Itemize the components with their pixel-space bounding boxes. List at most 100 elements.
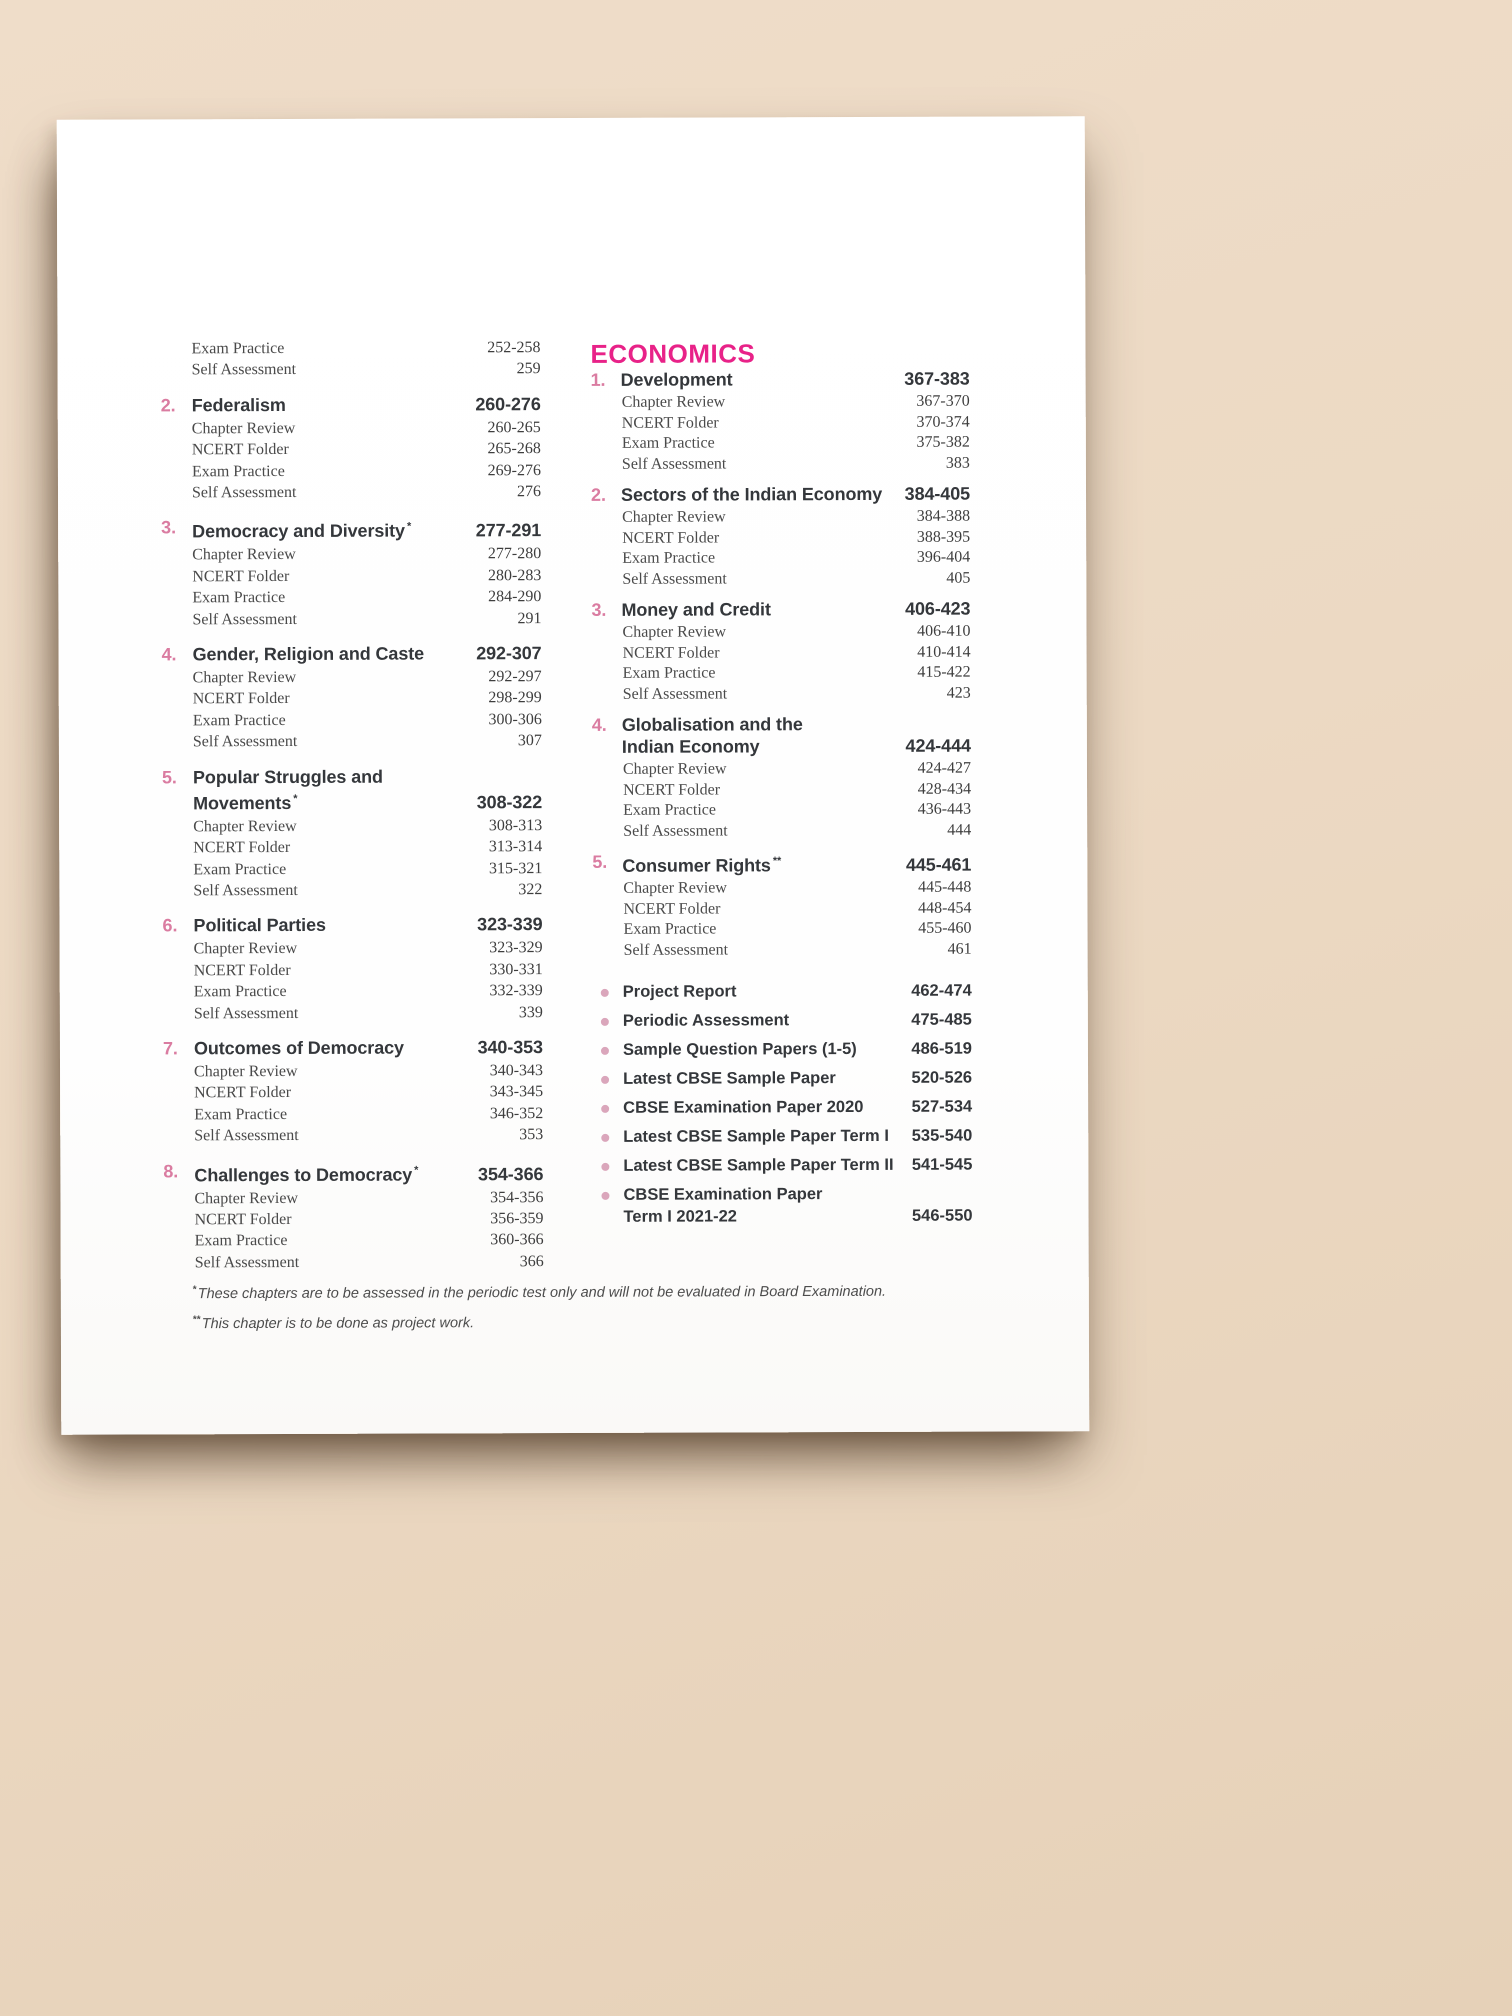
chapter-number: 6.: [162, 915, 178, 936]
toc-entry-label: Chapter Review: [621, 393, 726, 411]
toc-entry-pages: 356-359: [490, 1210, 544, 1228]
chapter-title: Democracy and Diversity *: [192, 516, 476, 543]
toc-entry-pages: 292-297: [488, 668, 542, 686]
chapter-title: Sectors of the Indian Economy: [621, 483, 905, 506]
toc-entry-pages: 428-434: [917, 780, 972, 798]
chapter-title: Gender, Religion and Caste: [193, 642, 477, 665]
chapter-title-text: Democracy and Diversity: [192, 521, 405, 542]
chapter-heading: 1. Development 367-383: [591, 368, 970, 391]
chapter-heading: 3. Democracy and Diversity * 277-291: [161, 516, 541, 543]
toc-entry-pages: 308-313: [488, 816, 543, 834]
toc-entry-label: Self Assessment: [193, 881, 298, 900]
section-heading-economics: ECONOMICS: [590, 338, 756, 369]
toc-entry: Chapter Review 354-356: [163, 1187, 543, 1210]
chapter-number: 3.: [161, 517, 176, 538]
toc-entry: NCERT Folder 298-299: [162, 688, 542, 711]
toc-entry-pages: 424-427: [917, 759, 972, 777]
chapter-number: 5.: [592, 851, 608, 872]
footnote-text: This chapter is to be done as project wo…: [201, 1315, 475, 1332]
chapter-heading: 6. Political Parties 323-339: [162, 913, 542, 936]
toc-entry-pages: 284-290: [488, 588, 542, 606]
chapter-number: 3.: [591, 599, 607, 620]
toc-entry-label: Chapter Review: [622, 623, 727, 641]
chapter-page-range: 384-405: [904, 483, 971, 504]
toc-entry-label: Chapter Review: [194, 1189, 299, 1207]
bullet-cell: [593, 1155, 623, 1177]
toc-entry: Chapter Review 384-388: [591, 507, 970, 529]
asterisk-marker: **: [192, 1314, 201, 1326]
toc-entry: NCERT Folder 356-359: [164, 1208, 544, 1231]
chapter-heading: 2. Sectors of the Indian Economy 384-405: [591, 483, 970, 506]
toc-entry-label: NCERT Folder: [622, 528, 720, 547]
toc-entry-pages: 343-345: [489, 1083, 544, 1101]
toc-entry-pages: 370-374: [916, 413, 970, 431]
bullet-icon: [600, 1046, 609, 1055]
toc-entry-pages: 315-321: [488, 859, 543, 877]
toc-entry-pages: 436-443: [917, 800, 972, 818]
bullet-cell: [593, 1068, 623, 1090]
supplementary-page-range: 541-545: [911, 1155, 973, 1174]
chapter-number: 1.: [590, 369, 606, 390]
toc-entry-label: NCERT Folder: [192, 567, 290, 586]
toc-entry: NCERT Folder 313-314: [162, 836, 542, 859]
toc-entry: Exam Practice 455-460: [593, 919, 972, 941]
toc-entry-label: Self Assessment: [623, 940, 729, 959]
toc-entry-pages: 276: [516, 483, 542, 501]
chapter-title-text: Consumer Rights: [622, 855, 771, 876]
supplementary-item: Sample Question Papers (1-5) 486-519: [593, 1038, 972, 1061]
toc-entry-pages: 360-366: [490, 1231, 544, 1249]
bullet-icon: [601, 1133, 610, 1142]
footnote-text: These chapters are to be assessed in the…: [197, 1283, 887, 1303]
chapter-number: 4.: [161, 644, 177, 665]
toc-entry-label: NCERT Folder: [191, 441, 289, 459]
toc-entry-pages: 330-331: [489, 960, 543, 979]
supplementary-label-line: Latest CBSE Sample Paper: [623, 1069, 836, 1088]
chapter-heading: 5. Popular Struggles and Movements * 308-322: [162, 765, 542, 814]
toc-entry: Self Assessment 383: [591, 453, 970, 475]
asterisk-marker: *: [293, 792, 298, 805]
toc-entry: Exam Practice 346-352: [163, 1103, 543, 1126]
toc-entry: NCERT Folder 280-283: [161, 565, 541, 588]
toc-entry-pages: 339: [518, 1003, 543, 1021]
toc-entry-pages: 410-414: [917, 643, 971, 661]
toc-entry-label: Exam Practice: [621, 434, 715, 452]
toc-entry-pages: 455-460: [918, 919, 972, 937]
toc-entry-pages: 405: [946, 569, 971, 587]
toc-entry-label: NCERT Folder: [194, 1084, 292, 1102]
chapter-page-range: 445-461: [905, 854, 972, 875]
toc-entry-pages: 415-422: [917, 663, 971, 681]
toc-entry: Exam Practice 360-366: [164, 1229, 544, 1252]
supplementary-label: CBSE Examination Paper Term I 2021-22: [623, 1183, 912, 1228]
toc-entry-label: Exam Practice: [193, 983, 287, 1001]
bullet-cell: [593, 981, 623, 1003]
toc-entry: Self Assessment 366: [164, 1251, 544, 1274]
toc-entry-pages: 396-404: [916, 548, 971, 566]
toc-entry: Exam Practice 300-306: [162, 709, 542, 732]
chapter-page-range: 260-276: [475, 393, 541, 415]
chapter-title: Challenges to Democracy *: [194, 1159, 478, 1186]
chapter-title-text: Movements: [193, 792, 292, 814]
chapter-title: Outcomes of Democracy: [194, 1036, 478, 1059]
asterisk-marker: **: [772, 855, 782, 868]
toc-entry-label: Exam Practice: [191, 340, 285, 358]
toc-entry: Exam Practice 436-443: [592, 800, 971, 822]
chapter-title-text: Federalism: [191, 394, 286, 416]
toc-entry: NCERT Folder 410-414: [592, 642, 971, 664]
supplementary-page-range: 527-534: [911, 1097, 973, 1116]
toc-entry-label: Chapter Review: [194, 1062, 298, 1081]
chapter-title: Federalism: [192, 393, 476, 416]
toc-entry-label: Self Assessment: [191, 361, 297, 379]
bullet-icon: [601, 1075, 610, 1084]
toc-column-left: Exam Practice 252-258 Self Assessment 259 2.…: [160, 337, 544, 1274]
toc-entry-label: Self Assessment: [622, 684, 728, 703]
toc-entry-pages: 375-382: [916, 433, 970, 451]
toc-entry-pages: 252-258: [487, 339, 541, 357]
chapter-heading: 3. Money and Credit 406-423: [591, 598, 970, 621]
chapter-heading: 8. Challenges to Democracy * 354-366: [163, 1159, 543, 1186]
footnotes: *These chapters are to be assessed in th…: [193, 1274, 1093, 1337]
asterisk-marker: *: [414, 1164, 419, 1177]
chapter-heading: 4. Gender, Religion and Caste 292-307: [162, 642, 542, 665]
toc-entry-pages: 259: [516, 360, 541, 378]
toc-entry-label: Self Assessment: [193, 1004, 299, 1022]
toc-entry-pages: 269-276: [487, 461, 541, 479]
